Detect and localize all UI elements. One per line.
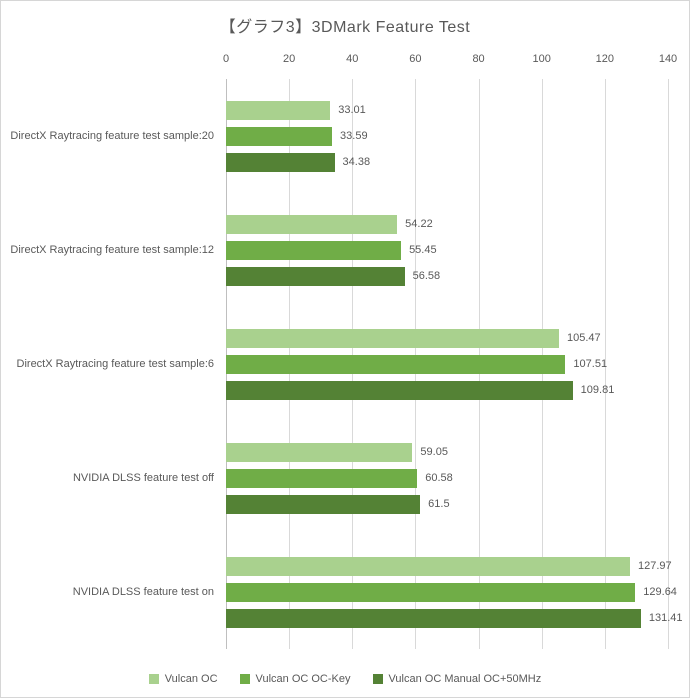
bar [226, 468, 418, 488]
bar-row: 61.5 [226, 494, 668, 514]
legend-label: Vulcan OC Manual OC+50MHz [388, 673, 542, 685]
bar-row: 109.81 [226, 380, 668, 400]
bar [226, 100, 331, 120]
category-label: DirectX Raytracing feature test sample:2… [10, 130, 214, 142]
bar-row: 55.45 [226, 240, 668, 260]
bar-row: 33.59 [226, 126, 668, 146]
category-label: DirectX Raytracing feature test sample:6 [16, 358, 214, 370]
x-axis-tick-label: 100 [532, 53, 551, 65]
plot-area: DirectX Raytracing feature test sample:2… [10, 79, 683, 649]
value-label: 109.81 [580, 384, 615, 396]
bar [226, 556, 631, 576]
value-label: 127.97 [638, 560, 672, 572]
bar-row: 59.05 [226, 442, 668, 462]
bar-group: DirectX Raytracing feature test sample:2… [10, 79, 668, 193]
legend-item: Vulcan OC [148, 673, 218, 685]
value-label: 105.47 [566, 332, 601, 344]
bar [226, 380, 573, 400]
x-axis-tick-label: 120 [595, 53, 615, 65]
bar-row: 107.51 [226, 354, 668, 374]
legend: Vulcan OC Vulcan OC OC-Key Vulcan OC Manua… [1, 673, 689, 685]
bar-row: 127.97 [226, 556, 672, 576]
bar [226, 240, 402, 260]
x-axis-tick-label: 20 [283, 53, 296, 65]
bar-row: 54.22 [226, 214, 668, 234]
value-label: 34.38 [342, 156, 371, 168]
bar-group: DirectX Raytracing feature test sample:1… [10, 193, 668, 307]
bar-group: NVIDIA DLSS feature test on 127.97 129.64 1… [73, 535, 683, 649]
bar [226, 266, 405, 286]
bar-row: 60.58 [226, 468, 668, 488]
bar [226, 328, 559, 348]
bar-row: 131.41 [226, 608, 683, 628]
bar-row: 34.38 [226, 152, 668, 172]
x-axis-tick-label: 140 [658, 53, 678, 65]
bar [226, 354, 566, 374]
x-axis-tick-label: 0 [222, 53, 230, 65]
value-label: 107.51 [573, 358, 608, 370]
bar-group: NVIDIA DLSS feature test off 59.05 60.58 61… [73, 421, 668, 535]
legend-item: Vulcan OC OC-Key [239, 673, 351, 685]
legend-label: Vulcan OC [164, 673, 218, 685]
bar-groups: DirectX Raytracing feature test sample:2… [10, 79, 683, 649]
value-label: 55.45 [409, 244, 437, 256]
legend-item: Vulcan OC Manual OC+50MHz [372, 673, 542, 685]
bar [226, 214, 398, 234]
x-axis-tick-label: 80 [472, 53, 485, 65]
value-label: 61.5 [428, 498, 450, 510]
x-axis-tick-label: 40 [346, 53, 359, 65]
bar-row: 129.64 [226, 582, 677, 602]
legend-swatch [148, 674, 159, 684]
legend-label: Vulcan OC OC-Key [255, 673, 351, 685]
legend-swatch [239, 674, 250, 684]
value-label: 131.41 [648, 612, 683, 624]
value-label: 60.58 [425, 472, 453, 484]
bar-row: 33.01 [226, 100, 668, 120]
bar [226, 152, 335, 172]
bar [226, 494, 421, 514]
value-label: 56.58 [412, 270, 441, 282]
category-label: NVIDIA DLSS feature test off [72, 472, 214, 484]
category-label: NVIDIA DLSS feature test on [72, 586, 214, 598]
gridline [604, 79, 606, 649]
chart-title: 【グラフ3】3DMark Feature Test [219, 19, 471, 36]
value-label: 129.64 [643, 586, 677, 598]
bar [226, 442, 413, 462]
value-label: 59.05 [420, 446, 448, 458]
legend-swatch [372, 674, 383, 684]
bar [226, 582, 636, 602]
bar-row: 56.58 [226, 266, 668, 286]
bar [226, 126, 333, 146]
x-axis-tick-label: 60 [409, 53, 422, 65]
value-label: 33.59 [340, 130, 368, 142]
bar [226, 608, 641, 628]
bar-group: DirectX Raytracing feature test sample:6… [17, 307, 668, 421]
value-label: 33.01 [338, 104, 366, 116]
bar-row: 105.47 [226, 328, 668, 348]
x-axis-ticks: 0 20 40 60 80 100 120 140 [222, 53, 677, 67]
value-label: 54.22 [405, 218, 433, 230]
gridline [668, 79, 669, 649]
category-label: DirectX Raytracing feature test sample:1… [10, 244, 214, 256]
